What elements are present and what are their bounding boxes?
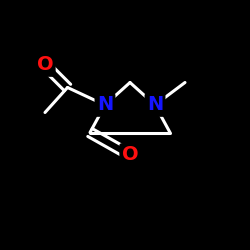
Text: O: O — [37, 56, 53, 74]
Text: O: O — [122, 146, 138, 165]
Text: N: N — [97, 96, 113, 114]
Text: N: N — [147, 96, 163, 114]
